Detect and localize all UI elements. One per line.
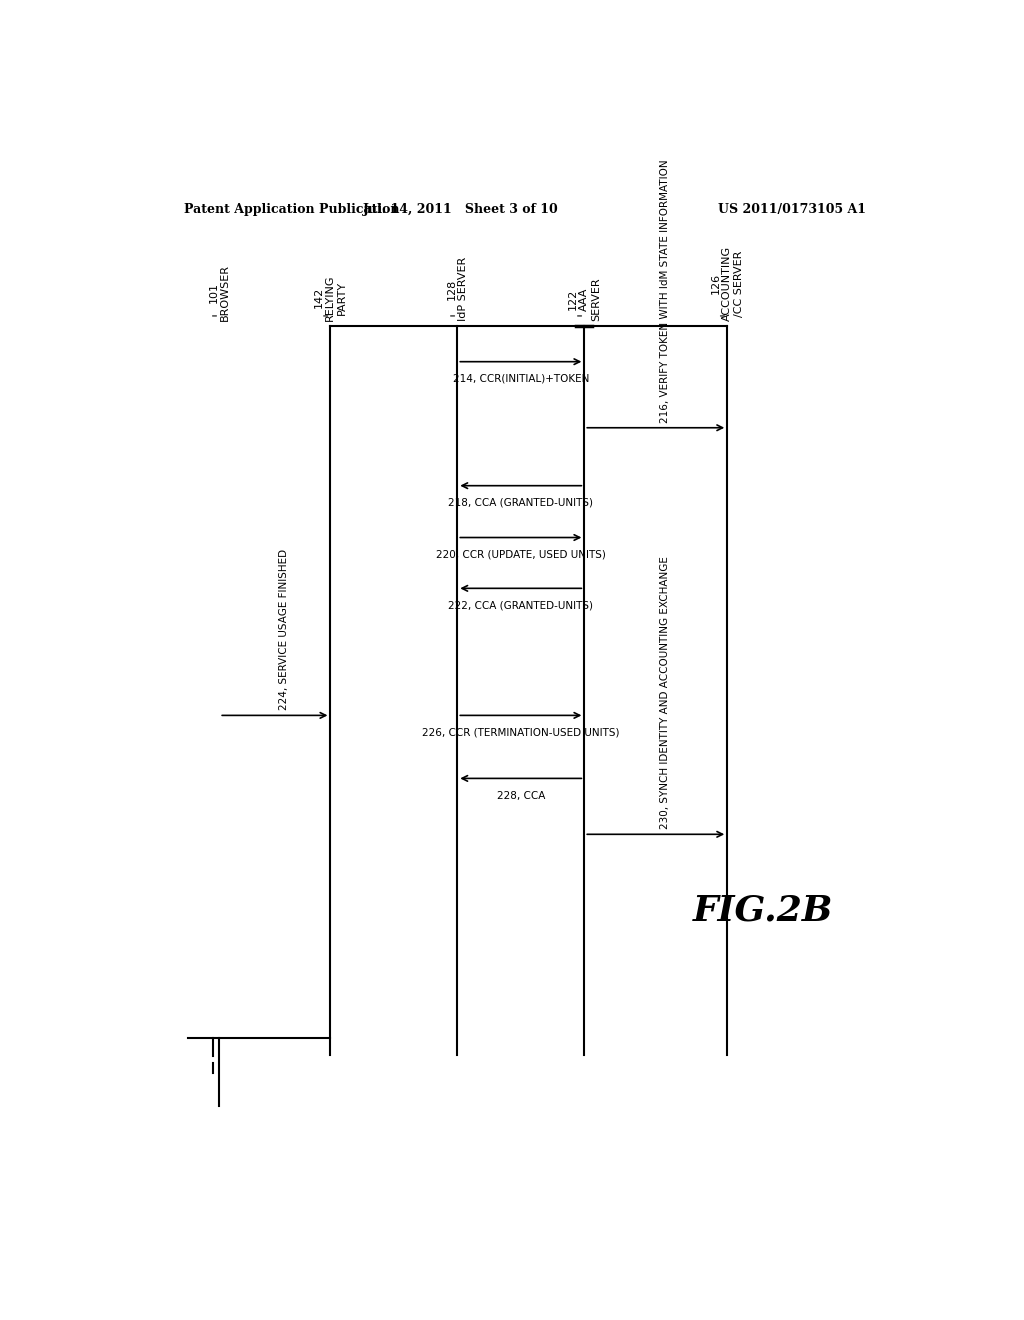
Text: 126
ACCOUNTING
/CC SERVER: 126 ACCOUNTING /CC SERVER [711,246,743,321]
Text: 220, CCR (UPDATE, USED UNITS): 220, CCR (UPDATE, USED UNITS) [436,549,606,560]
Text: 214, CCR(INITIAL)+TOKEN: 214, CCR(INITIAL)+TOKEN [453,374,589,384]
Text: 228, CCA: 228, CCA [497,791,545,801]
Text: US 2011/0173105 A1: US 2011/0173105 A1 [718,203,866,216]
Text: 230, SYNCH IDENTITY AND ACCOUNTING EXCHANGE: 230, SYNCH IDENTITY AND ACCOUNTING EXCHA… [659,556,670,829]
Text: 218, CCA (GRANTED-UNITS): 218, CCA (GRANTED-UNITS) [449,498,593,508]
Text: 128
IdP SERVER: 128 IdP SERVER [446,257,468,321]
Text: 142
RELYING
PARTY: 142 RELYING PARTY [313,275,347,321]
Text: 101
BROWSER: 101 BROWSER [209,264,230,321]
Text: 216, VERIFY TOKEN WITH IdM STATE INFORMATION: 216, VERIFY TOKEN WITH IdM STATE INFORMA… [659,158,670,422]
Text: Patent Application Publication: Patent Application Publication [183,203,399,216]
Text: 224, SERVICE USAGE FINISHED: 224, SERVICE USAGE FINISHED [279,549,289,710]
Text: 226, CCR (TERMINATION-USED UNITS): 226, CCR (TERMINATION-USED UNITS) [422,727,620,738]
Text: Jul. 14, 2011   Sheet 3 of 10: Jul. 14, 2011 Sheet 3 of 10 [364,203,559,216]
Text: FIG.2B: FIG.2B [692,894,834,928]
Text: 222, CCA (GRANTED-UNITS): 222, CCA (GRANTED-UNITS) [449,601,593,611]
Text: 122
AAA
SERVER: 122 AAA SERVER [567,277,601,321]
